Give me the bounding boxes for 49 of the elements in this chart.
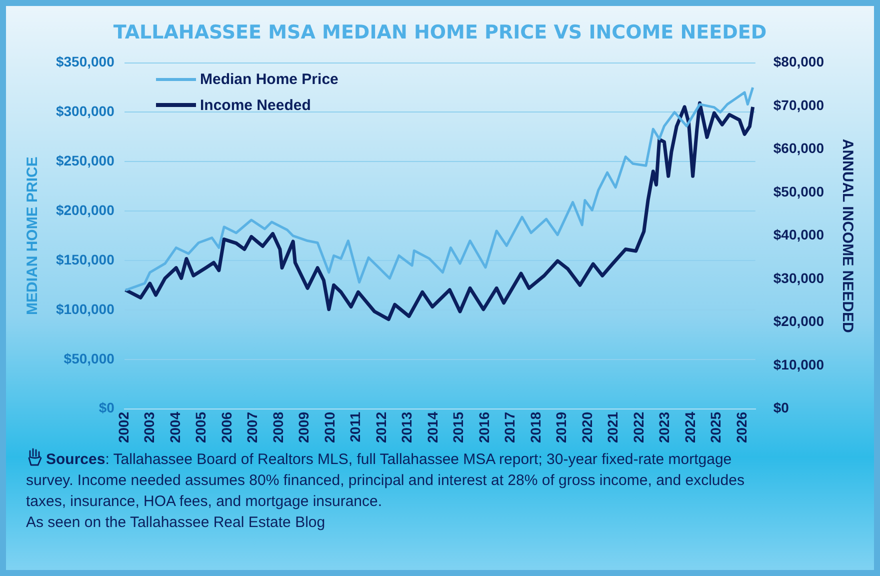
- y-tick-label: $350,000: [56, 54, 115, 70]
- x-tick-label: 2024: [682, 412, 698, 444]
- y2-tick-label: $70,000: [773, 96, 824, 113]
- chart-title: TALLAHASSEE MSA MEDIAN HOME PRICE VS INCOME NEEDED: [113, 21, 767, 44]
- y2-tick-label: $80,000: [773, 54, 824, 70]
- x-tick-label: 2015: [450, 412, 466, 444]
- x-tick-label: 2016: [476, 412, 492, 444]
- x-tick-label: 2019: [553, 412, 570, 444]
- x-tick-label: 2006: [218, 412, 234, 444]
- y-tick-label: $300,000: [56, 103, 115, 120]
- x-tick-label: 2010: [321, 412, 338, 444]
- source-note: Sources: Tallahassee Board of Realtors MLS, full Tallahassee MSA report; 30-year fixed-rate mortgage survey. Income needed assumes 80% financed, principal and interest at 28% of gross income, and excludes taxes, insurance, HOA fees, and mortgage insurance.: [26, 450, 746, 512]
- y2-tick-label: $10,000: [773, 356, 824, 372]
- x-tick-label: 2012: [372, 412, 389, 444]
- y2-tick-label: $30,000: [773, 270, 824, 286]
- x-tick-label: 2017: [502, 412, 518, 444]
- x-tick-label: 2021: [604, 412, 621, 444]
- x-tick-label: 2022: [630, 412, 646, 444]
- x-tick-label: 2026: [733, 412, 750, 444]
- x-tick-label: 2025: [708, 412, 724, 444]
- x-tick-label: 2009: [296, 412, 312, 444]
- y-tick-label: $150,000: [56, 251, 115, 268]
- legend-label: Median Home Price: [200, 70, 338, 88]
- x-tick-label: 2008: [270, 412, 286, 444]
- x-tick-label: 2023: [656, 412, 672, 444]
- x-tick-label: 2011: [347, 412, 364, 442]
- x-tick-label: 2020: [578, 412, 595, 444]
- y-tick-label: $250,000: [56, 152, 115, 169]
- y-tick-label: $200,000: [56, 202, 115, 218]
- y2-tick-label: $40,000: [773, 226, 824, 243]
- x-tick-label: 2002: [115, 412, 132, 444]
- y2-tick-label: $60,000: [773, 140, 824, 156]
- y-tick-label: $50,000: [64, 350, 115, 366]
- x-tick-label: 2004: [166, 412, 183, 444]
- y2-tick-label: $20,000: [773, 313, 824, 330]
- x-tick-label: 2014: [424, 412, 440, 444]
- x-tick-label: 2007: [244, 412, 260, 444]
- y2-tick-label: $0: [773, 400, 790, 416]
- x-tick-label: 2013: [398, 412, 415, 444]
- text: As seen on the Tallahassee Real Estate Blog: [26, 513, 326, 533]
- y-axis-title: MEDIAN HOME PRICE: [24, 156, 42, 315]
- x-tick-label: 2003: [141, 412, 158, 444]
- y2-axis-title: ANNUAL INCOME NEEDED: [838, 138, 856, 333]
- y2-tick-label: $50,000: [773, 183, 824, 200]
- legend-label: Income Needed: [200, 96, 311, 114]
- x-tick-label: 2005: [192, 412, 209, 444]
- y-tick-label: $0: [98, 400, 115, 416]
- y-tick-label: $100,000: [56, 300, 115, 317]
- x-tick-label: 2018: [527, 412, 544, 444]
